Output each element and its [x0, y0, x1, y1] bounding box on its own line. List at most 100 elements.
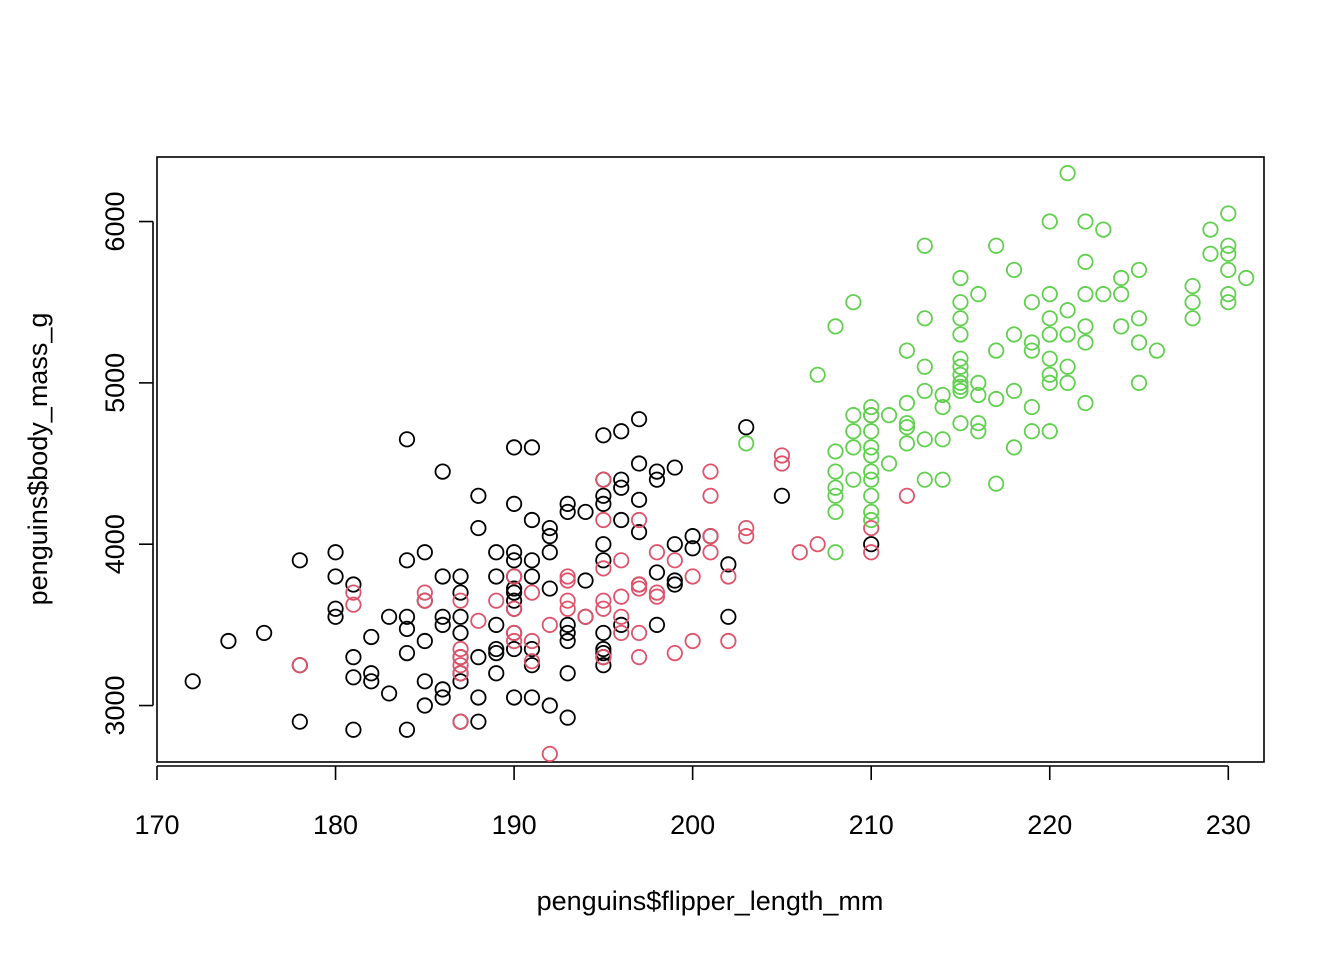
data-point	[559, 624, 576, 642]
data-point	[505, 552, 523, 569]
data-point	[1041, 213, 1058, 230]
y-tick-label: 3000	[100, 675, 130, 735]
data-point	[702, 544, 719, 561]
data-point	[720, 608, 737, 625]
data-point	[934, 431, 951, 448]
data-point	[1184, 277, 1201, 295]
data-point	[595, 487, 612, 504]
data-point	[505, 600, 523, 617]
data-point	[416, 697, 433, 714]
data-point	[398, 431, 416, 448]
data-point	[863, 511, 880, 529]
data-point	[952, 378, 969, 395]
data-point	[1041, 423, 1058, 440]
data-point	[952, 310, 969, 327]
data-point	[488, 568, 505, 585]
data-point	[345, 584, 362, 601]
series-3	[738, 165, 1255, 561]
data-point	[952, 358, 969, 375]
data-point	[541, 697, 558, 714]
data-point	[1041, 366, 1058, 383]
data-point	[827, 479, 844, 496]
data-point	[613, 616, 630, 633]
data-point	[452, 592, 469, 609]
data-point	[559, 568, 576, 585]
data-point	[327, 544, 344, 561]
data-point	[970, 423, 987, 440]
data-point	[702, 528, 719, 545]
data-point	[398, 620, 416, 638]
data-point	[1041, 326, 1058, 343]
data-point	[452, 568, 469, 585]
data-point	[952, 374, 969, 391]
data-point	[934, 398, 951, 416]
data-point	[773, 447, 791, 464]
data-point	[595, 536, 612, 553]
data-point	[470, 612, 487, 629]
x-tick-label: 200	[670, 810, 715, 840]
data-point	[1023, 294, 1040, 311]
data-point	[1059, 358, 1076, 375]
data-point	[898, 415, 916, 432]
data-point	[845, 294, 862, 311]
data-point	[505, 544, 523, 561]
data-point	[1202, 245, 1219, 262]
data-point	[988, 342, 1005, 359]
data-point	[827, 487, 844, 504]
data-point	[666, 572, 683, 589]
data-point	[648, 588, 666, 605]
y-tick-label: 6000	[100, 191, 130, 251]
data-point	[684, 568, 701, 585]
data-point	[1220, 205, 1237, 222]
data-point	[613, 423, 630, 440]
data-point	[559, 495, 576, 512]
data-point	[880, 455, 898, 472]
data-point	[541, 519, 558, 537]
data-point	[595, 592, 612, 609]
data-point	[381, 608, 398, 625]
data-point	[291, 713, 308, 730]
data-point	[720, 568, 737, 585]
data-point	[541, 580, 558, 597]
data-point	[595, 495, 612, 512]
data-point	[702, 463, 719, 480]
data-point	[970, 415, 987, 432]
data-point	[595, 649, 612, 666]
data-point	[434, 689, 451, 706]
data-point	[898, 487, 916, 504]
data-point	[327, 608, 344, 625]
data-point	[630, 624, 648, 642]
plot-frame	[156, 156, 1265, 763]
data-point	[630, 580, 648, 597]
data-point	[720, 556, 737, 573]
data-point	[863, 519, 880, 537]
data-point	[684, 528, 701, 545]
data-point	[505, 580, 523, 597]
data-point	[416, 673, 433, 690]
data-point	[559, 632, 576, 650]
data-point	[559, 572, 576, 589]
data-point	[523, 584, 541, 601]
data-point	[577, 608, 594, 625]
data-point	[541, 616, 558, 633]
data-point	[523, 552, 541, 569]
data-point	[381, 685, 398, 702]
data-point	[666, 536, 683, 553]
data-point	[505, 568, 523, 585]
x-tick-label: 170	[134, 810, 179, 840]
data-point	[434, 681, 451, 698]
data-point	[738, 435, 755, 452]
data-point	[184, 673, 201, 690]
data-point	[1095, 221, 1112, 238]
data-point	[523, 568, 541, 585]
data-point	[505, 632, 523, 650]
data-point	[1059, 165, 1076, 182]
data-point	[845, 439, 862, 456]
data-point	[666, 576, 683, 593]
data-point	[452, 624, 469, 642]
data-point	[845, 471, 862, 488]
data-point	[952, 326, 969, 343]
data-point	[916, 237, 933, 254]
data-point	[398, 552, 416, 569]
data-point	[1130, 310, 1148, 327]
